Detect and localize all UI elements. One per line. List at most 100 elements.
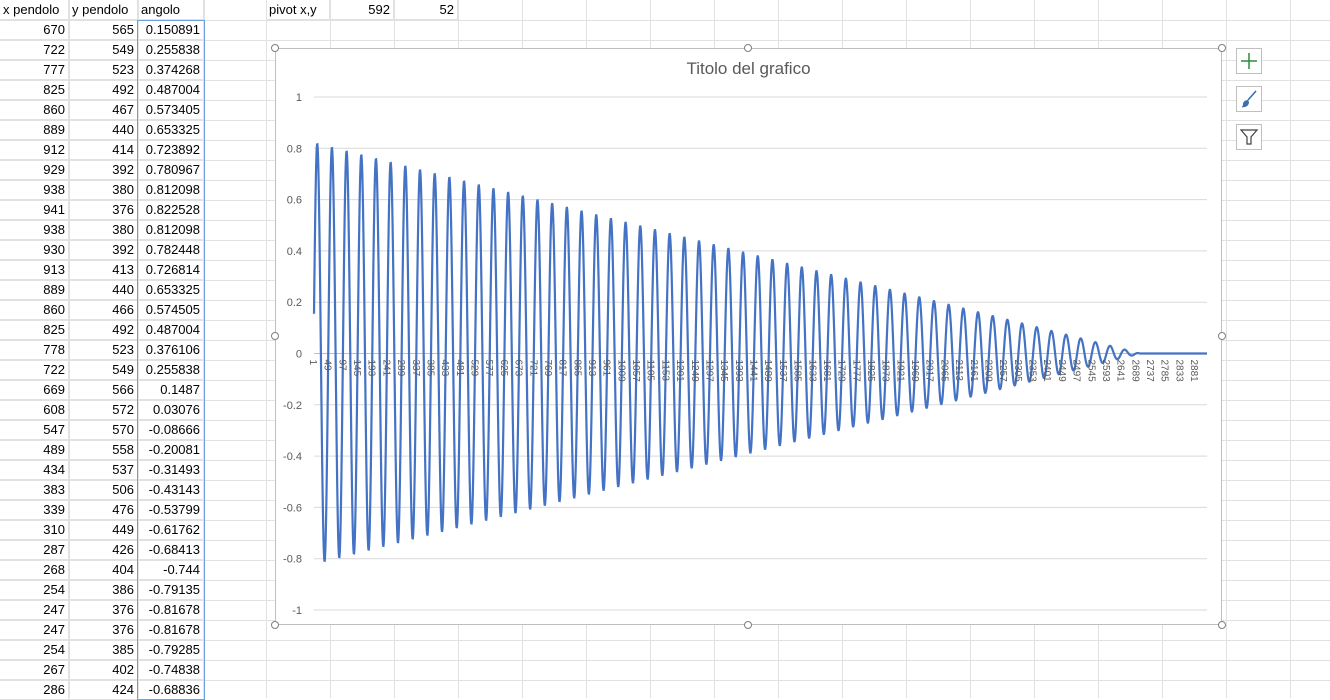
cell-x-pendolo[interactable]: 825: [0, 320, 69, 340]
cell-x-pendolo[interactable]: 287: [0, 540, 69, 560]
cell-x-pendolo[interactable]: 547: [0, 420, 69, 440]
cell-x-pendolo[interactable]: 722: [0, 40, 69, 60]
cell-y-pendolo[interactable]: 413: [69, 260, 138, 280]
resize-handle-top-right[interactable]: [1218, 44, 1226, 52]
header-angolo[interactable]: angolo: [138, 0, 204, 20]
cell-y-pendolo[interactable]: 392: [69, 160, 138, 180]
header-x-pendolo[interactable]: x pendolo: [0, 0, 69, 20]
cell-angolo[interactable]: 0.255838: [138, 40, 204, 60]
cell-angolo[interactable]: -0.53799: [138, 500, 204, 520]
cell-angolo[interactable]: 0.780967: [138, 160, 204, 180]
cell-angolo[interactable]: -0.74838: [138, 660, 204, 680]
cell-y-pendolo[interactable]: 402: [69, 660, 138, 680]
cell-angolo[interactable]: 0.376106: [138, 340, 204, 360]
cell-angolo[interactable]: -0.68413: [138, 540, 204, 560]
cell-y-pendolo[interactable]: 424: [69, 680, 138, 700]
cell-x-pendolo[interactable]: 286: [0, 680, 69, 700]
cell-y-pendolo[interactable]: 440: [69, 120, 138, 140]
cell-x-pendolo[interactable]: 913: [0, 260, 69, 280]
cell-angolo[interactable]: 0.653325: [138, 280, 204, 300]
cell-y-pendolo[interactable]: 380: [69, 220, 138, 240]
cell-x-pendolo[interactable]: 267: [0, 660, 69, 680]
cell-angolo[interactable]: 0.255838: [138, 360, 204, 380]
cell-x-pendolo[interactable]: 434: [0, 460, 69, 480]
cell-x-pendolo[interactable]: 254: [0, 580, 69, 600]
cell-angolo[interactable]: 0.653325: [138, 120, 204, 140]
resize-handle-left[interactable]: [271, 332, 279, 340]
cell-x-pendolo[interactable]: 929: [0, 160, 69, 180]
cell-y-pendolo[interactable]: 537: [69, 460, 138, 480]
cell-x-pendolo[interactable]: 268: [0, 560, 69, 580]
pivot-label[interactable]: pivot x,y: [266, 0, 330, 20]
cell-x-pendolo[interactable]: 339: [0, 500, 69, 520]
cell-angolo[interactable]: 0.574505: [138, 300, 204, 320]
cell-y-pendolo[interactable]: 549: [69, 360, 138, 380]
cell-angolo[interactable]: 0.822528: [138, 200, 204, 220]
cell-x-pendolo[interactable]: 941: [0, 200, 69, 220]
chart-title[interactable]: Titolo del grafico: [686, 59, 811, 78]
cell-angolo[interactable]: 0.723892: [138, 140, 204, 160]
cell-angolo[interactable]: 0.726814: [138, 260, 204, 280]
cell-angolo[interactable]: -0.81678: [138, 600, 204, 620]
cell-angolo[interactable]: -0.81678: [138, 620, 204, 640]
cell-y-pendolo[interactable]: 566: [69, 380, 138, 400]
cell-y-pendolo[interactable]: 492: [69, 80, 138, 100]
cell-angolo[interactable]: 0.1487: [138, 380, 204, 400]
chart-filters-button[interactable]: [1236, 124, 1262, 150]
cell-x-pendolo[interactable]: 889: [0, 280, 69, 300]
cell-angolo[interactable]: -0.31493: [138, 460, 204, 480]
cell-angolo[interactable]: 0.812098: [138, 180, 204, 200]
cell-x-pendolo[interactable]: 777: [0, 60, 69, 80]
chart-styles-button[interactable]: [1236, 86, 1262, 112]
resize-handle-top-left[interactable]: [271, 44, 279, 52]
cell-angolo[interactable]: 0.487004: [138, 80, 204, 100]
cell-angolo[interactable]: 0.150891: [138, 20, 204, 40]
cell-y-pendolo[interactable]: 506: [69, 480, 138, 500]
resize-handle-bottom[interactable]: [744, 621, 752, 629]
cell-y-pendolo[interactable]: 523: [69, 340, 138, 360]
cell-y-pendolo[interactable]: 376: [69, 620, 138, 640]
cell-x-pendolo[interactable]: 930: [0, 240, 69, 260]
cell-angolo[interactable]: 0.374268: [138, 60, 204, 80]
cell-angolo[interactable]: 0.487004: [138, 320, 204, 340]
cell-angolo[interactable]: -0.79135: [138, 580, 204, 600]
cell-y-pendolo[interactable]: 426: [69, 540, 138, 560]
cell-y-pendolo[interactable]: 386: [69, 580, 138, 600]
cell-y-pendolo[interactable]: 449: [69, 520, 138, 540]
cell-angolo[interactable]: 0.573405: [138, 100, 204, 120]
cell-angolo[interactable]: -0.61762: [138, 520, 204, 540]
resize-handle-bottom-right[interactable]: [1218, 621, 1226, 629]
cell-x-pendolo[interactable]: 310: [0, 520, 69, 540]
cell-x-pendolo[interactable]: 860: [0, 100, 69, 120]
cell-x-pendolo[interactable]: 383: [0, 480, 69, 500]
cell-angolo[interactable]: -0.79285: [138, 640, 204, 660]
cell-x-pendolo[interactable]: 778: [0, 340, 69, 360]
cell-x-pendolo[interactable]: 254: [0, 640, 69, 660]
cell-angolo[interactable]: -0.68836: [138, 680, 204, 700]
chart-elements-button[interactable]: [1236, 48, 1262, 74]
cell-y-pendolo[interactable]: 414: [69, 140, 138, 160]
chart-area[interactable]: Titolo del grafico 1 0.8 0.6 0.4 0.2 0 -0.2 -0.…: [275, 48, 1222, 625]
cell-x-pendolo[interactable]: 247: [0, 600, 69, 620]
cell-y-pendolo[interactable]: 549: [69, 40, 138, 60]
cell-y-pendolo[interactable]: 392: [69, 240, 138, 260]
cell-angolo[interactable]: -0.20081: [138, 440, 204, 460]
cell-y-pendolo[interactable]: 558: [69, 440, 138, 460]
cell-x-pendolo[interactable]: 722: [0, 360, 69, 380]
cell-y-pendolo[interactable]: 476: [69, 500, 138, 520]
cell-angolo[interactable]: 0.782448: [138, 240, 204, 260]
cell-y-pendolo[interactable]: 570: [69, 420, 138, 440]
cell-x-pendolo[interactable]: 938: [0, 180, 69, 200]
cell-y-pendolo[interactable]: 440: [69, 280, 138, 300]
cell-y-pendolo[interactable]: 466: [69, 300, 138, 320]
resize-handle-right[interactable]: [1218, 332, 1226, 340]
cell-angolo[interactable]: -0.43143: [138, 480, 204, 500]
cell-y-pendolo[interactable]: 380: [69, 180, 138, 200]
cell-x-pendolo[interactable]: 938: [0, 220, 69, 240]
cell-y-pendolo[interactable]: 404: [69, 560, 138, 580]
cell-angolo[interactable]: -0.08666: [138, 420, 204, 440]
cell-angolo[interactable]: 0.812098: [138, 220, 204, 240]
cell-x-pendolo[interactable]: 247: [0, 620, 69, 640]
cell-y-pendolo[interactable]: 467: [69, 100, 138, 120]
cell-x-pendolo[interactable]: 912: [0, 140, 69, 160]
